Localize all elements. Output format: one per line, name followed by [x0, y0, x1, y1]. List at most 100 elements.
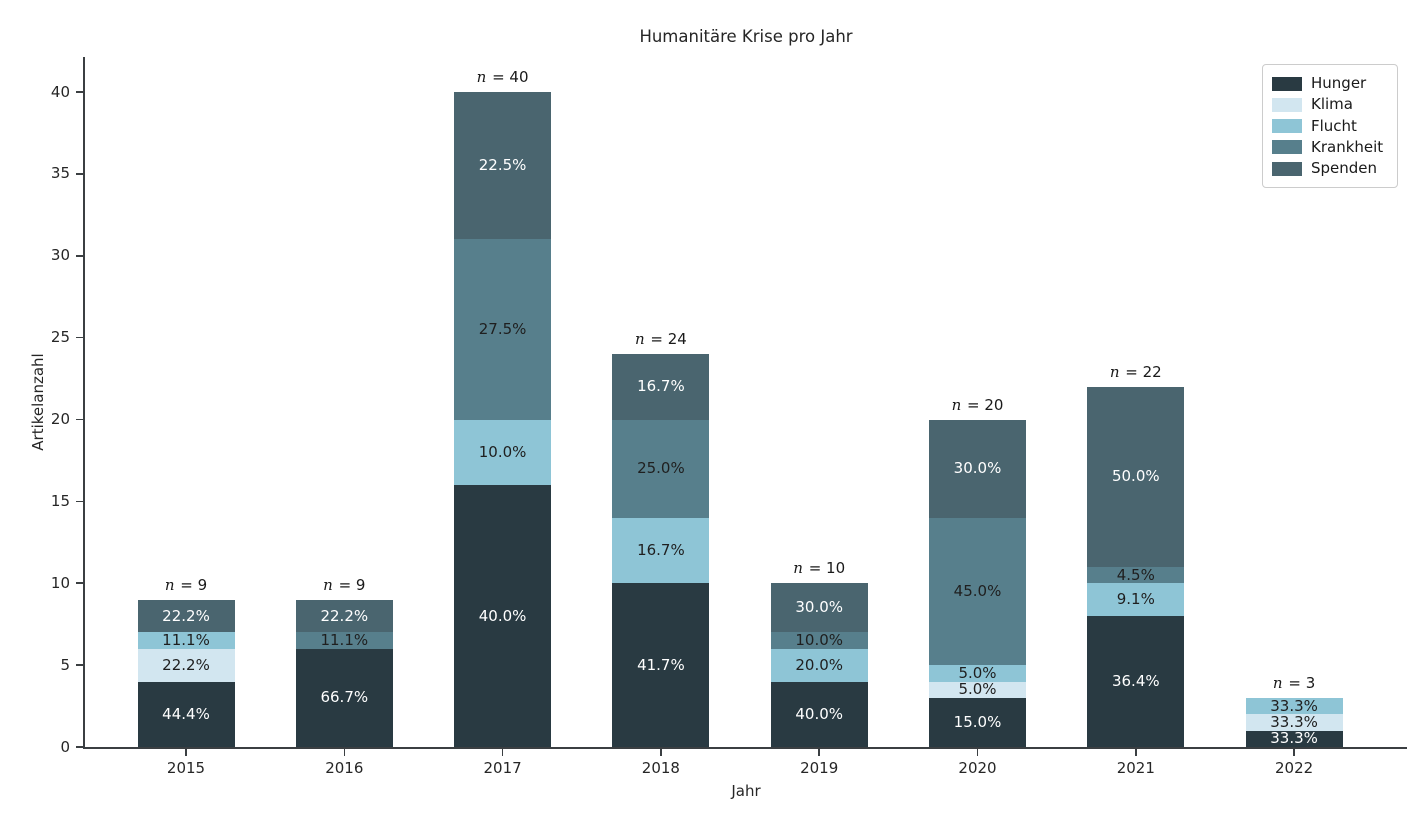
bar-segment-flucht: 5.0% — [929, 663, 1026, 682]
segment-percent-label: 10.0% — [795, 631, 844, 650]
legend-swatch-hunger — [1272, 76, 1302, 91]
bar-segment-krankheit: 25.0% — [612, 419, 710, 518]
y-tick — [76, 664, 84, 666]
y-tick-label: 25 — [50, 328, 70, 347]
bar-segment-spenden: 22.5% — [454, 92, 552, 240]
segment-percent-label: 10.0% — [478, 442, 527, 461]
x-axis-spine — [83, 747, 1407, 749]
legend-label: Flucht — [1311, 116, 1357, 135]
legend-label: Klima — [1311, 95, 1353, 114]
segment-percent-label: 44.4% — [162, 704, 210, 723]
bar-segment-spenden: 30.0% — [770, 583, 868, 633]
chart-title: Humanitäre Krise pro Jahr — [639, 27, 853, 46]
legend-item-flucht: Flucht — [1272, 116, 1387, 137]
bar-n-label: n = 40 — [476, 68, 529, 86]
segment-percent-label: 33.3% — [1270, 712, 1318, 731]
legend-item-spenden: Spenden — [1272, 158, 1387, 179]
legend-swatch-spenden — [1272, 161, 1302, 176]
y-tick — [76, 418, 84, 421]
segment-percent-label: 16.7% — [637, 541, 685, 559]
legend-label: Hunger — [1311, 74, 1367, 92]
y-tick — [76, 336, 84, 339]
y-tick-label: 20 — [50, 410, 70, 428]
bar-segment-hunger: 33.3% — [1245, 729, 1343, 748]
legend-item-krankheit: Krankheit — [1272, 137, 1387, 158]
y-tick-label: 15 — [50, 491, 70, 510]
segment-percent-label: 11.1% — [162, 631, 210, 650]
segment-percent-label: 9.1% — [1116, 590, 1155, 609]
bar-segment-klima: 5.0% — [929, 681, 1026, 698]
segment-percent-label: 30.0% — [953, 459, 1002, 478]
bar-n-label: n = 22 — [1109, 362, 1162, 381]
bar-segment-krankheit: 27.5% — [454, 239, 552, 420]
bar-segment-hunger: 44.4% — [137, 681, 235, 747]
segment-percent-label: 41.7% — [637, 655, 685, 674]
bar-segment-krankheit: 4.5% — [1087, 566, 1185, 584]
legend-item-hunger: Hunger — [1272, 73, 1387, 94]
y-tick-label: 5 — [60, 655, 70, 674]
bar-segment-hunger: 40.0% — [770, 681, 868, 747]
x-tick-label: 2022 — [1275, 759, 1314, 777]
legend-swatch-krankheit — [1272, 140, 1302, 155]
y-tick-label: 0 — [60, 737, 70, 756]
bar-segment-krankheit: 45.0% — [929, 517, 1026, 666]
x-tick-label: 2019 — [800, 759, 839, 777]
y-tick — [76, 582, 84, 585]
bar-n-label: n = 24 — [634, 330, 687, 348]
y-tick-label: 35 — [50, 164, 70, 183]
x-tick-label: 2016 — [325, 759, 364, 777]
segment-percent-label: 36.4% — [1111, 672, 1160, 690]
x-tick — [1293, 748, 1295, 757]
bar-segment-klima: 33.3% — [1245, 712, 1343, 731]
bar-segment-flucht: 9.1% — [1087, 583, 1185, 616]
bar-segment-hunger: 66.7% — [295, 648, 393, 747]
y-tick — [76, 91, 84, 93]
y-tick-label: 30 — [50, 246, 70, 265]
y-tick — [76, 500, 84, 503]
segment-percent-label: 25.0% — [637, 459, 685, 478]
x-tick — [1135, 748, 1137, 757]
segment-percent-label: 22.5% — [478, 156, 527, 175]
y-tick-label: 40 — [50, 82, 70, 101]
bar-segment-spenden: 30.0% — [929, 419, 1026, 518]
segment-percent-label: 16.7% — [637, 377, 685, 396]
x-tick — [185, 748, 187, 757]
bar-segment-flucht: 33.3% — [1245, 696, 1343, 715]
segment-percent-label: 27.5% — [478, 319, 527, 338]
bar-segment-flucht: 11.1% — [137, 631, 235, 650]
segment-percent-label: 40.0% — [795, 704, 844, 723]
segment-percent-label: 22.2% — [162, 655, 210, 674]
y-tick — [76, 173, 84, 175]
segment-percent-label: 5.0% — [958, 663, 997, 682]
bar-segment-spenden: 50.0% — [1087, 386, 1185, 567]
bar-segment-hunger: 40.0% — [454, 485, 552, 747]
bar-n-label: n = 3 — [1272, 673, 1316, 692]
segment-percent-label: 30.0% — [795, 598, 844, 617]
x-axis-label: Jahr — [731, 782, 761, 800]
segment-percent-label: 33.3% — [1270, 729, 1318, 748]
bar-segment-flucht: 10.0% — [454, 419, 552, 485]
bar-segment-flucht: 16.7% — [612, 517, 710, 584]
bar-n-label: n = 10 — [793, 559, 846, 578]
segment-percent-label: 50.0% — [1111, 467, 1160, 486]
y-axis-spine — [83, 57, 85, 749]
x-tick-label: 2015 — [166, 759, 206, 777]
x-tick-label: 2020 — [958, 759, 997, 777]
segment-percent-label: 66.7% — [320, 688, 369, 707]
x-tick — [818, 748, 820, 757]
bar-n-label: n = 9 — [164, 575, 208, 594]
legend-swatch-flucht — [1272, 119, 1302, 133]
legend-label: Krankheit — [1311, 137, 1384, 156]
legend: Hunger Klima Flucht Krankheit Spenden — [1262, 64, 1398, 188]
bar-segment-spenden: 22.2% — [137, 599, 235, 633]
bar-segment-spenden: 22.2% — [295, 599, 393, 633]
bar-n-label: n = 9 — [323, 575, 366, 594]
y-tick-label: 10 — [50, 573, 70, 592]
bar-segment-hunger: 36.4% — [1087, 616, 1185, 747]
bar-segment-klima: 22.2% — [137, 648, 235, 682]
segment-percent-label: 20.0% — [795, 655, 844, 674]
legend-label: Spenden — [1311, 159, 1378, 177]
segment-percent-label: 33.3% — [1270, 696, 1318, 715]
bar-segment-krankheit: 11.1% — [295, 632, 393, 649]
